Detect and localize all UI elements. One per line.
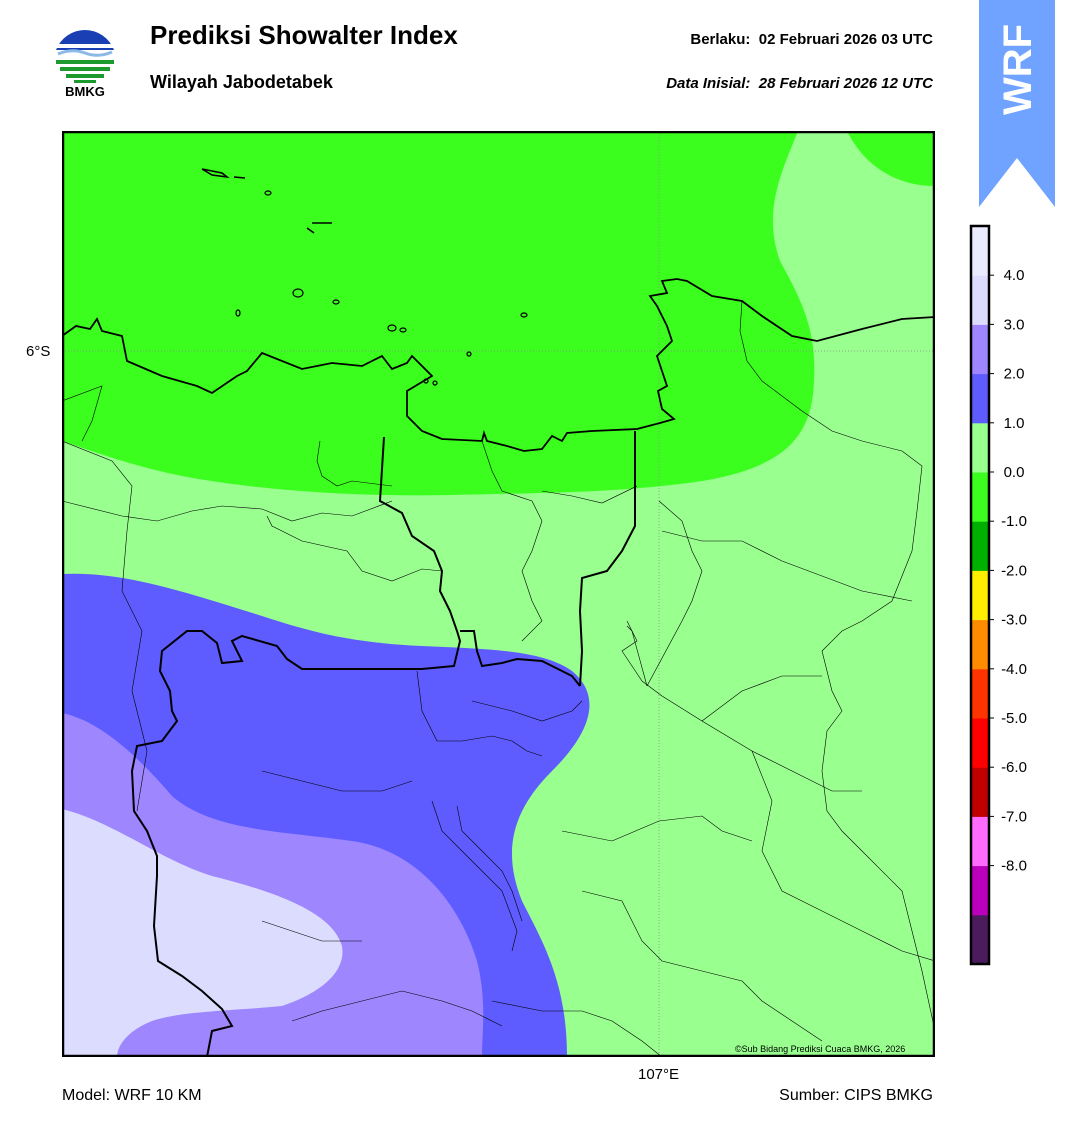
colorbar-swatch [971,767,989,817]
colorbar-tick-label: 0.0 [1004,464,1025,481]
island [332,299,340,305]
source-label: Sumber: CIPS BMKG [779,1087,933,1104]
colorbar-swatch [971,718,989,768]
island [306,222,332,234]
colorbar-tick-label: -5.0 [1001,710,1027,727]
colorbar-tick-label: 3.0 [1004,316,1025,333]
island [399,327,407,333]
colorbar-tick-label: 4.0 [1004,267,1025,284]
colorbar-legend: 4.0 3.0 2.0 1.0 0.0 -1.0 -2.0 -3.0 -4.0 -5.0 -6.0 -… [969,224,1027,966]
colorbar-swatch [971,422,989,473]
zone-minus1-to-0 [62,131,815,496]
region-subtitle: Wilayah Jabodetabek [150,72,333,92]
colorbar-frame [969,224,991,966]
init-time: Data Inisial: 28 Februari 2026 12 UTC [666,75,933,92]
province-boundary [460,630,581,687]
coastline [62,278,935,452]
init-value: 28 Februari 2026 12 UTC [758,75,933,92]
colorbar-swatch [971,668,989,719]
island [264,190,272,196]
colorbar-tick-label: -1.0 [1001,513,1027,530]
colorbar-swatch [971,914,989,965]
colorbar-swatch [971,226,989,276]
valid-label: Berlaku: [690,31,751,48]
colorbar-swatch [971,619,989,670]
colorbar-swatch [971,472,989,522]
valid-value: 02 Februari 2026 03 UTC [758,31,933,48]
colorbar-swatch [971,816,989,867]
valid-time: Berlaku: 02 Februari 2026 03 UTC [690,31,933,48]
showalter-map[interactable] [62,131,935,1057]
colorbar-tick-label: -6.0 [1001,759,1027,776]
lat-label: 6°S [26,343,51,360]
colorbar-swatch [971,521,989,571]
lon-label: 107°E [638,1066,680,1083]
map-credit: ©Sub Bidang Prediksi Cuaca BMKG, 2026 [735,1044,906,1054]
island [235,309,241,317]
island [466,351,472,357]
zone-minus1-to-0-ne [847,131,935,186]
model-label: Model: WRF 10 KM [62,1087,202,1104]
colorbar-tick-label: -8.0 [1001,858,1027,875]
colorbar-swatch [971,373,989,424]
island [432,380,438,386]
district-boundaries [62,300,935,1057]
colorbar-swatch [971,570,989,621]
island [292,288,304,298]
colorbar-tick-label: 1.0 [1004,415,1025,432]
colorbar-swatch [971,324,989,375]
colorbar-tick-label: 2.0 [1004,366,1025,383]
colorbar-tick-label: -7.0 [1001,808,1027,825]
island [201,168,230,179]
island [233,176,246,179]
logo-text: BMKG [65,84,105,99]
colorbar-swatch [971,275,989,325]
colorbar-tick-label: -4.0 [1001,661,1027,678]
wrf-badge-text: WRF [996,24,1040,115]
page-title: Prediksi Showalter Index [150,20,458,50]
island [387,324,397,332]
province-boundary [578,431,636,687]
zone-3-to-4 [62,809,343,1057]
bmkg-logo-icon [54,23,116,85]
island [423,378,429,384]
colorbar-tick-label: -2.0 [1001,562,1027,579]
colorbar-tick-label: -3.0 [1001,612,1027,629]
wrf-badge: WRF [979,0,1055,207]
island [520,312,528,318]
colorbar-swatch [971,865,989,916]
init-label: Data Inisial: [666,75,751,92]
province-boundary [130,436,462,1057]
